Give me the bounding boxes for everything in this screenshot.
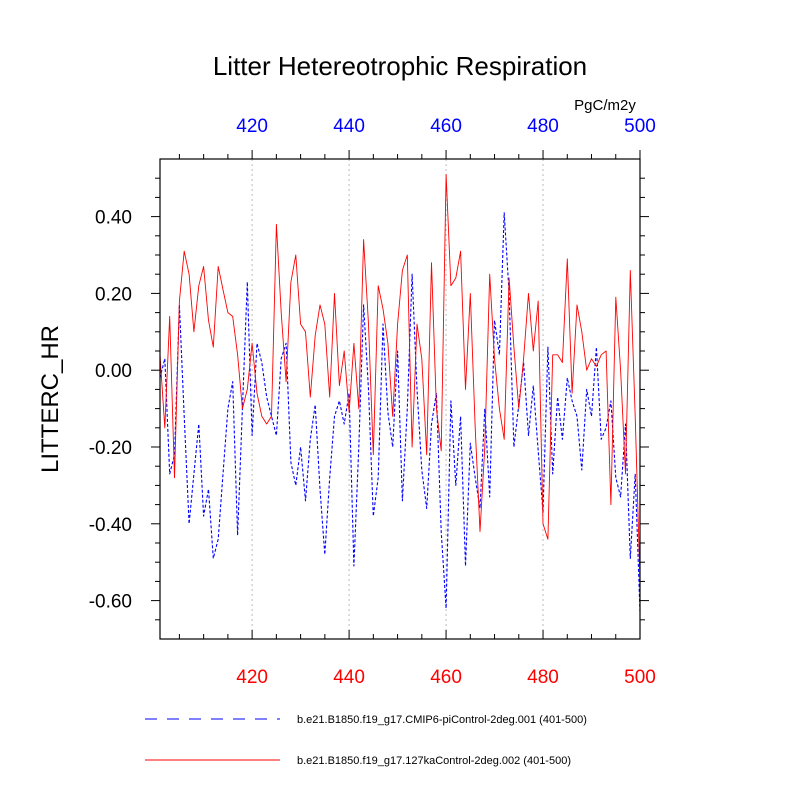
- tick-labels: 420 420 440 440 460 460 480 480 500 500 0.40 0.20 0.…: [89, 116, 656, 688]
- legend-label-1: b.e21.B1850.f19_g17.CMIP6-piControl-2deg…: [297, 714, 587, 726]
- x-tick-label-top: 500: [624, 116, 656, 137]
- y-tick-label: 0.40: [95, 208, 132, 229]
- x-tick-label-bottom: 500: [624, 667, 656, 688]
- x-tick-label-top: 420: [236, 116, 268, 137]
- legend-label-2: b.e21.B1850.f19_g17.127kaControl-2deg.00…: [297, 755, 571, 767]
- x-tick-label-top: 460: [430, 116, 462, 137]
- x-tick-label-bottom: 460: [430, 667, 462, 688]
- legend: b.e21.B1850.f19_g17.CMIP6-piControl-2deg…: [145, 714, 587, 767]
- chart-title: Litter Hetereotrophic Respiration: [213, 51, 587, 81]
- y-axis-label: LITTERC_HR: [37, 325, 64, 473]
- x-tick-label-bottom: 440: [333, 667, 365, 688]
- x-tick-label-bottom: 420: [236, 667, 268, 688]
- gridlines: [251, 159, 544, 639]
- series-line-1: [159, 212, 641, 613]
- y-tick-label: -0.20: [89, 438, 132, 459]
- x-tick-label-top: 440: [333, 116, 365, 137]
- series-line-2: [159, 173, 641, 582]
- plot-frame: [159, 158, 641, 640]
- y-tick-label: 0.20: [95, 284, 132, 305]
- axis-ticks: [151, 150, 649, 639]
- y-tick-label: -0.60: [89, 592, 132, 613]
- x-tick-label-bottom: 480: [527, 667, 559, 688]
- x-tick-label-top: 480: [527, 116, 559, 137]
- y-tick-label: 0.00: [95, 361, 132, 382]
- series-lines: [159, 173, 641, 613]
- units-label: PgC/m2y: [574, 97, 636, 114]
- y-tick-label: -0.40: [89, 515, 132, 536]
